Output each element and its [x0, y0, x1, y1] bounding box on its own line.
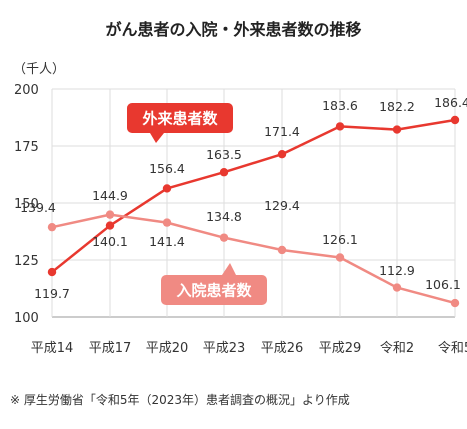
inpatient-point [450, 298, 460, 308]
outpatient-data-label: 140.1 [92, 234, 128, 249]
inpatient-legend-box [161, 275, 267, 305]
inpatient-point [162, 218, 172, 227]
outpatient-point [219, 168, 229, 177]
outpatient-point [105, 221, 115, 230]
outpatient-data-label: 182.2 [379, 99, 415, 114]
outpatient-legend-box [127, 103, 233, 133]
inpatient-legend-label: 入院患者数 [176, 282, 252, 300]
outpatient-point [392, 125, 402, 134]
inpatient-point [219, 233, 229, 242]
outpatient-legend-label: 外来患者数 [141, 110, 218, 128]
x-tick-label: 平成29 [319, 341, 362, 356]
outpatient-data-label: 186.4 [434, 95, 467, 110]
outpatient-data-label: 171.4 [264, 124, 300, 139]
x-tick-label: 令和5 [438, 341, 467, 356]
inpatient-legend-pointer [222, 263, 236, 275]
inpatient-data-label: 144.9 [92, 188, 128, 203]
inpatient-series-line [51, 213, 456, 305]
y-tick-label: 150 [14, 197, 39, 212]
outpatient-point [47, 267, 57, 277]
source-note: ※ 厚生労働省「令和5年（2023年）患者調査の概況」より作成 [10, 393, 350, 407]
inpatient-point [277, 245, 287, 255]
y-tick-label: 100 [14, 311, 39, 326]
inpatient-data-label: 129.4 [264, 198, 300, 213]
outpatient-point [450, 115, 460, 125]
outpatient-data-label: 156.4 [149, 161, 185, 176]
inpatient-point [47, 222, 57, 232]
x-tick-label: 令和2 [380, 341, 414, 356]
x-tick-label: 平成20 [146, 341, 189, 356]
chart-title: がん患者の入院・外来患者数の推移 [105, 20, 362, 39]
x-tick-label: 平成23 [203, 341, 246, 356]
inpatient-point [335, 253, 345, 262]
outpatient-data-label: 163.5 [206, 147, 242, 162]
x-tick-label: 平成26 [261, 341, 304, 356]
inpatient-data-label: 106.1 [425, 277, 461, 292]
outpatient-point [162, 184, 172, 193]
y-tick-label: 175 [14, 140, 39, 155]
inpatient-data-label: 126.1 [322, 232, 358, 247]
x-tick-label: 平成14 [31, 341, 74, 356]
outpatient-data-label: 119.7 [34, 286, 70, 301]
inpatient-data-label: 134.8 [206, 209, 242, 224]
y-axis-unit: （千人） [13, 62, 66, 77]
outpatient-series-line [51, 118, 456, 274]
x-tick-label: 平成17 [89, 341, 132, 356]
y-tick-label: 125 [14, 254, 39, 269]
outpatient-legend-pointer [150, 133, 164, 143]
inpatient-data-label: 141.4 [149, 234, 185, 249]
y-tick-label: 200 [14, 83, 39, 98]
inpatient-data-label: 112.9 [379, 263, 415, 278]
outpatient-point [335, 122, 345, 131]
inpatient-point [105, 210, 115, 219]
outpatient-data-label: 183.6 [322, 98, 358, 113]
outpatient-point [277, 150, 287, 159]
inpatient-point [392, 283, 402, 292]
inpatient-data-label: 139.4 [20, 200, 56, 215]
